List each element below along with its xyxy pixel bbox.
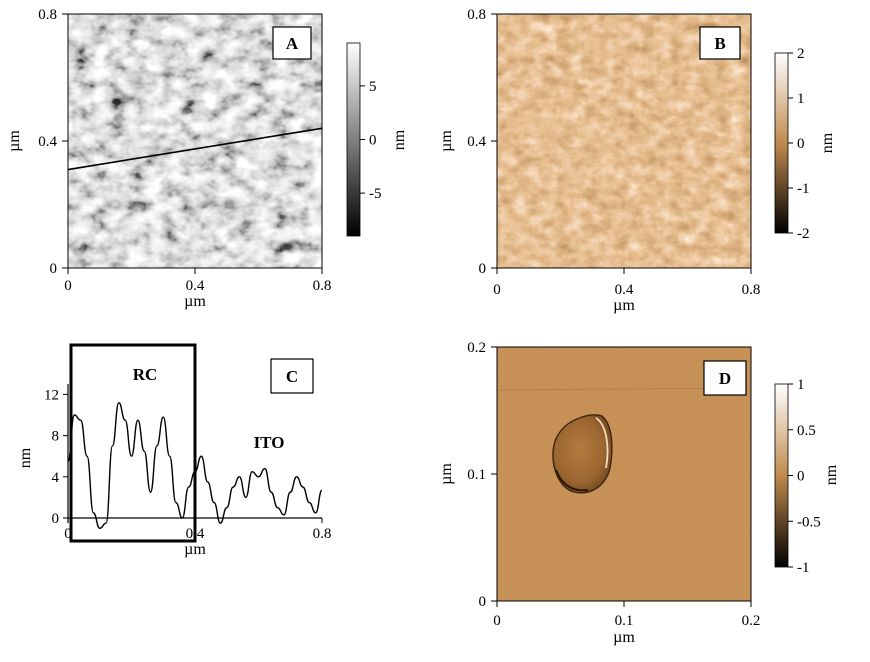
- colorbar-tick-label: -1: [797, 181, 810, 197]
- panel-a-label-box: A: [272, 26, 312, 60]
- panel-a-label: A: [286, 34, 299, 53]
- panel-a-x-unit: µm: [184, 293, 206, 310]
- panel-b-x-unit: µm: [613, 297, 635, 314]
- panel-b-x-axis: 0 0.4 0.8 µm: [493, 268, 760, 314]
- panel-b-y-unit: µm: [438, 130, 455, 152]
- panel-c-x-tick: 0: [64, 526, 72, 542]
- panel-a-profile-line: [67, 127, 323, 171]
- panel-a-x-tick-1: 0.4: [186, 278, 205, 294]
- panel-b-y-tick-0: 0: [479, 261, 487, 277]
- panel-a: A 0 0.4 0.8 µm 0 0.4 0.8 µm 5 0 -5 nm: [6, 7, 408, 310]
- panel-c-y-unit: nm: [17, 447, 34, 468]
- panel-b-colorbar-unit: nm: [819, 132, 836, 153]
- panel-d-x-unit: µm: [613, 629, 635, 646]
- colorbar-tick-label: -2: [797, 226, 810, 242]
- panel-d-x-axis: 0 0.1 0.2 µm: [493, 601, 760, 646]
- panel-b-y-tick-1: 0.4: [467, 134, 486, 150]
- panel-d-y-tick-2: 0.2: [467, 340, 486, 356]
- panel-b-colorbar-ticks: 2 1 0 -1 -2: [788, 46, 810, 242]
- panel-d-label: D: [719, 369, 731, 388]
- panel-a-x-tick-0: 0: [64, 278, 72, 294]
- panel-b-x-tick-1: 0.4: [615, 282, 634, 298]
- panel-d-x-tick-2: 0.2: [742, 613, 761, 629]
- panel-a-y-tick-1: 0.4: [38, 134, 57, 150]
- panel-c-y-tick: 4: [52, 470, 60, 486]
- panel-c-label: C: [286, 367, 298, 386]
- panel-d-colorbar-unit: nm: [823, 464, 840, 485]
- panel-b-label-box: B: [699, 26, 741, 60]
- panel-b-colorbar: 2 1 0 -1 -2 nm: [774, 46, 836, 242]
- panel-d: D 0 0.1 0.2 µm 0 0.1 0.2 µm 1 0.5 0 -0.5 -1 …: [438, 340, 840, 646]
- panel-b-y-axis: 0 0.4 0.8 µm: [438, 7, 497, 277]
- colorbar-tick-label: 1: [797, 377, 805, 393]
- colorbar-tick-label: 0.5: [797, 423, 816, 439]
- colorbar-tick-label: 1: [797, 91, 805, 107]
- panel-c-y-tick: 0: [52, 511, 60, 527]
- panel-a-y-tick-2: 0.8: [38, 7, 57, 23]
- panel-d-label-box: D: [703, 360, 747, 396]
- panel-b-x-tick-2: 0.8: [742, 282, 761, 298]
- colorbar-tick-label: -0.5: [797, 514, 821, 530]
- colorbar-tick-label: -1: [797, 560, 810, 576]
- panel-d-colorbar-ticks: 1 0.5 0 -0.5 -1: [788, 377, 821, 576]
- panel-a-x-tick-2: 0.8: [313, 278, 332, 294]
- colorbar-tick-label: 5: [369, 79, 377, 95]
- panel-b-x-tick-0: 0: [493, 282, 501, 298]
- panel-c-label-box: C: [270, 358, 314, 394]
- panel-d-x-tick-0: 0: [493, 613, 501, 629]
- panel-c-rc-annotation: RC: [133, 365, 158, 384]
- panel-d-x-tick-1: 0.1: [615, 613, 634, 629]
- panel-c-x-tick: 0.8: [313, 526, 332, 542]
- panel-a-x-axis: 0 0.4 0.8 µm: [64, 268, 331, 310]
- panel-c-x-unit: µm: [184, 541, 206, 558]
- panel-d-y-tick-1: 0.1: [467, 467, 486, 483]
- panel-d-y-axis: 0 0.1 0.2 µm: [438, 340, 497, 610]
- panel-a-colorbar: 5 0 -5 nm: [346, 42, 408, 237]
- panel-d-colorbar: 1 0.5 0 -0.5 -1 nm: [774, 377, 840, 576]
- panel-a-y-unit: µm: [6, 130, 23, 152]
- panel-c-y-tick: 8: [52, 429, 60, 445]
- colorbar-tick-label: 0: [797, 136, 805, 152]
- panel-b-y-tick-2: 0.8: [467, 7, 486, 23]
- colorbar-tick-label: 0: [797, 469, 805, 485]
- colorbar-tick-label: 0: [369, 133, 377, 149]
- panel-a-colorbar-bar: [346, 42, 361, 237]
- panel-c-y-tick: 12: [44, 387, 59, 403]
- panel-c-rc-box: [69, 343, 197, 543]
- panel-a-y-tick-0: 0: [50, 261, 58, 277]
- panel-d-colorbar-bar: [774, 383, 789, 568]
- panel-d-y-tick-0: 0: [479, 594, 487, 610]
- panel-b: B 0 0.4 0.8 µm 0 0.4 0.8 µm 2 1 0 -1 -2 nm: [438, 7, 836, 314]
- panel-a-colorbar-ticks: 5 0 -5: [360, 79, 382, 202]
- colorbar-tick-label: -5: [369, 186, 382, 202]
- colorbar-tick-label: 2: [797, 46, 805, 62]
- panel-d-y-unit: µm: [438, 463, 455, 485]
- panel-a-y-axis: 0 0.4 0.8 µm: [6, 7, 68, 277]
- panel-a-colorbar-unit: nm: [391, 129, 408, 150]
- panel-b-colorbar-bar: [774, 52, 789, 234]
- panel-b-label: B: [714, 34, 725, 53]
- panel-d-particle: [552, 414, 613, 494]
- panel-c-ito-annotation: ITO: [254, 433, 285, 452]
